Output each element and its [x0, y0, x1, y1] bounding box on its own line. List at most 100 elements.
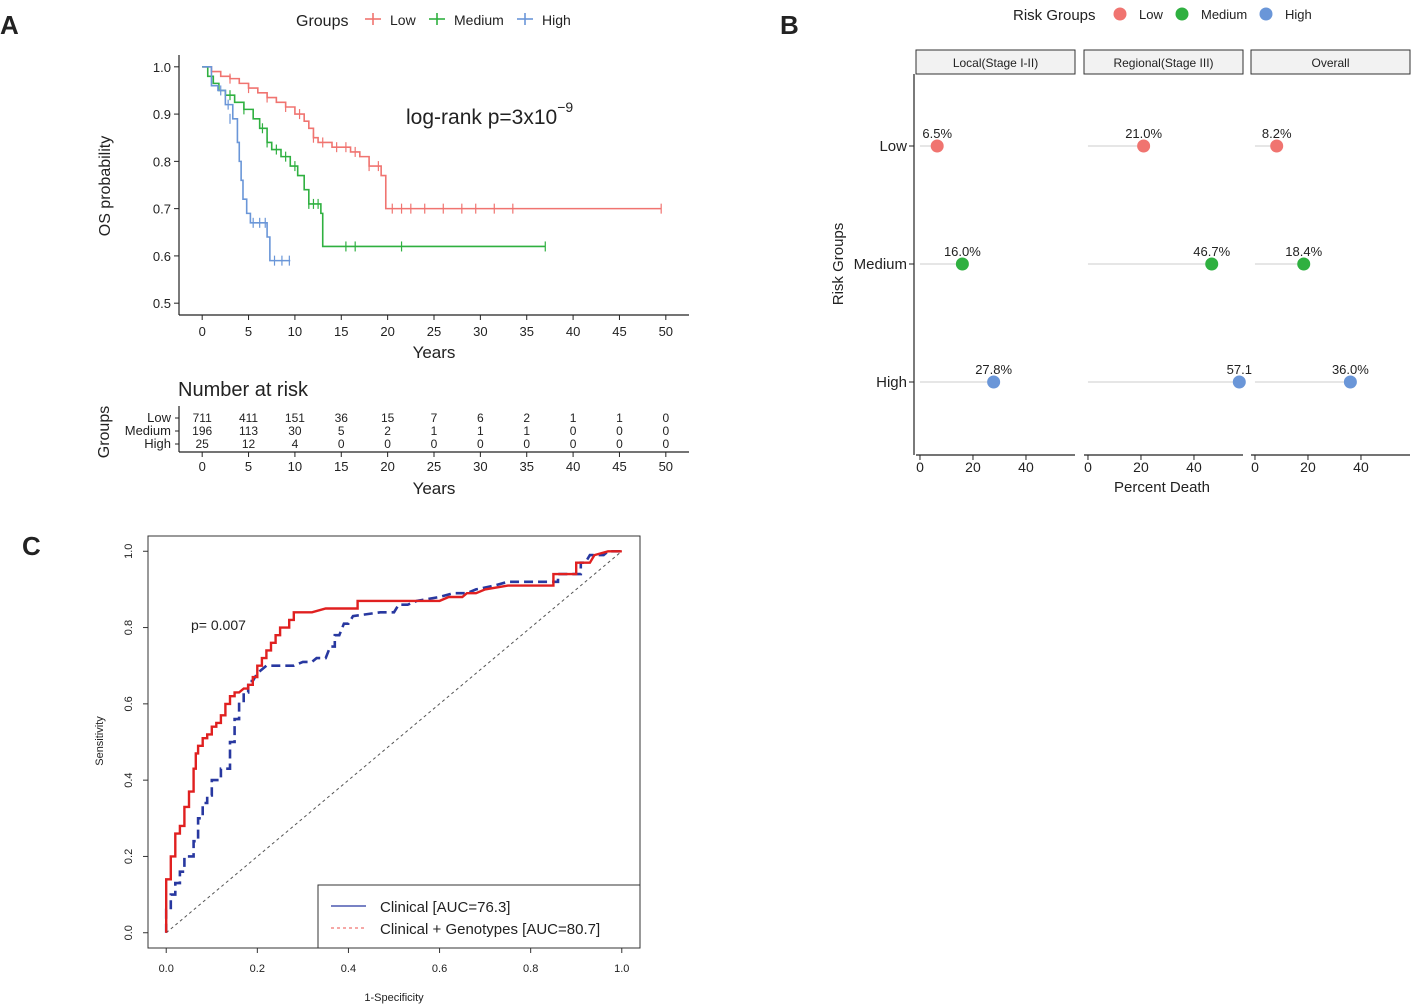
risk-table-cell: 0 — [338, 437, 345, 451]
dot-value-label: 21.0% — [1125, 126, 1162, 141]
roc-legend-label: Clinical + Genotypes [AUC=80.7] — [380, 921, 600, 938]
risk-table-x-tick-label: 20 — [380, 459, 394, 474]
dot-x-tick-label: 20 — [965, 459, 981, 475]
roc-y-tick-label: 0.2 — [123, 849, 135, 864]
dot-x-tick-label: 0 — [916, 459, 924, 475]
km-y-tick-label: 1.0 — [153, 60, 171, 75]
risk-table-cell: 0 — [384, 437, 391, 451]
km-legend-title: Groups — [296, 13, 348, 30]
dot-point-high — [1343, 375, 1357, 389]
dot-value-label: 16.0% — [944, 244, 981, 259]
km-x-tick-label: 45 — [612, 324, 626, 339]
roc-legend-label: Clinical [AUC=76.3] — [380, 899, 510, 916]
risk-table-x-tick-label: 35 — [519, 459, 533, 474]
risk-table-cell: 151 — [285, 411, 305, 425]
km-plot-area: 0.5 0.6 0.7 0.8 0.9 1.0 0 5 10 15 20 25 30 35 40 45 50 — [153, 55, 689, 339]
dot-value-label: 6.5% — [922, 126, 952, 141]
dot-category-label-medium: Medium — [854, 256, 907, 273]
risk-table-x-tick-label: 25 — [427, 459, 441, 474]
km-y-tick-label: 0.7 — [153, 202, 171, 217]
roc-y-tick-label: 0.6 — [123, 696, 135, 711]
roc-y-tick-label: 0.8 — [123, 620, 135, 635]
km-logrank-exponent: −9 — [557, 99, 573, 115]
km-y-tick-label: 0.5 — [153, 296, 171, 311]
roc-y-tick-label: 0.4 — [123, 772, 135, 787]
risk-table-cell: 2 — [384, 424, 391, 438]
risk-table-cell: 4 — [292, 437, 299, 451]
dot-panel: Risk Groups Low Medium High LowMediumHighL… — [830, 7, 1411, 496]
km-x-tick-label: 25 — [427, 324, 441, 339]
dot-legend-marker-medium — [1175, 7, 1189, 21]
dot-facet-title: Local(Stage I-II) — [953, 56, 1038, 70]
risk-table-cell: 0 — [662, 437, 669, 451]
risk-table-x-tick-label: 45 — [612, 459, 626, 474]
roc-x-tick-label: 0.2 — [250, 963, 265, 975]
dot-value-label: 46.7% — [1193, 244, 1230, 259]
km-y-axis-label: OS probability — [97, 136, 114, 237]
dot-facet-title: Regional(Stage III) — [1113, 56, 1213, 70]
risk-table-cell: 5 — [338, 424, 345, 438]
dot-x-tick-label: 40 — [1018, 459, 1034, 475]
km-x-tick-label: 30 — [473, 324, 487, 339]
roc-y-tick-label: 0.0 — [123, 925, 135, 940]
km-y-tick-label: 0.8 — [153, 154, 171, 169]
roc-x-tick-label: 1.0 — [614, 963, 629, 975]
km-logrank-annotation: log-rank p=3x10−9 — [406, 99, 573, 129]
risk-table-cell: 2 — [523, 411, 530, 425]
dot-plot-area: Low Medium High Local(Stage I-II) 0 20 40 6.5% 1… — [854, 49, 1411, 475]
risk-table-cell: 113 — [239, 424, 258, 438]
risk-table-cell: 0 — [431, 437, 438, 451]
km-x-tick-label: 20 — [380, 324, 394, 339]
km-x-tick-label: 5 — [245, 324, 252, 339]
dot-value-label: 36.0% — [1332, 362, 1369, 377]
roc-panel: 0.0 0.2 0.4 0.6 0.8 1.0 0.0 0.2 0.4 0.6 0.8 1.0 Clin… — [94, 535, 641, 1004]
risk-table-row-label-low: Low — [147, 410, 171, 425]
risk-table-cell: 12 — [242, 437, 256, 451]
dot-x-tick-label: 0 — [1251, 459, 1259, 475]
km-curve-low — [202, 66, 662, 210]
panel-label-a: A — [0, 10, 19, 40]
dot-legend-title: Risk Groups — [1013, 7, 1096, 24]
roc-plot-area: 0.0 0.2 0.4 0.6 0.8 1.0 0.0 0.2 0.4 0.6 0.8 1.0 Clin… — [123, 535, 641, 975]
dot-value-label: 8.2% — [1262, 126, 1292, 141]
dot-x-axis-label: Percent Death — [1114, 479, 1210, 496]
risk-table-cell: 15 — [381, 411, 395, 425]
dot-x-tick-label: 0 — [1084, 459, 1092, 475]
roc-curve-clinical — [164, 549, 622, 933]
risk-table-cell: 411 — [239, 411, 258, 425]
roc-curve-clinical-genotypes — [164, 550, 622, 933]
dot-value-label: 27.8% — [975, 362, 1012, 377]
risk-table-cell: 1 — [431, 424, 438, 438]
roc-y-axis-label: Sensitivity — [94, 716, 106, 766]
risk-table-cell: 6 — [477, 411, 484, 425]
risk-table-cell: 0 — [662, 411, 669, 425]
risk-table-x-tick-label: 15 — [334, 459, 348, 474]
roc-x-tick-label: 0.6 — [432, 963, 447, 975]
km-panel: Groups Low Medium High 0.50.60.70.80.91.00… — [96, 12, 689, 498]
risk-table-title: Number at risk — [178, 379, 309, 401]
dot-x-tick-label: 20 — [1133, 459, 1149, 475]
km-curve-medium — [202, 66, 546, 248]
km-logrank-main: log-rank p=3x10 — [406, 106, 557, 129]
km-legend-label-low: Low — [390, 12, 417, 28]
km-x-tick-label: 0 — [199, 324, 206, 339]
dot-value-label: 57.1 — [1227, 362, 1252, 377]
roc-x-tick-label: 0.8 — [523, 963, 538, 975]
dot-point-low — [930, 139, 944, 153]
risk-table-cell: 0 — [570, 437, 577, 451]
dot-point-low — [1137, 139, 1151, 153]
dot-point-high — [1232, 375, 1246, 389]
risk-table-cell: 36 — [335, 411, 349, 425]
risk-table-cell: 196 — [192, 424, 212, 438]
dot-facet-strip — [915, 49, 1076, 75]
risk-table-x-tick-label: 50 — [659, 459, 673, 474]
risk-table-x-axis-label: Years — [413, 479, 456, 498]
km-legend-label-medium: Medium — [454, 12, 504, 28]
risk-table-cell: 0 — [616, 437, 623, 451]
risk-table-cell: 30 — [288, 424, 302, 438]
risk-table-cell: 1 — [477, 424, 484, 438]
dot-facet-strip — [1083, 49, 1244, 75]
panel-label-b: B — [780, 10, 799, 40]
dot-category-label-low: Low — [879, 138, 907, 155]
